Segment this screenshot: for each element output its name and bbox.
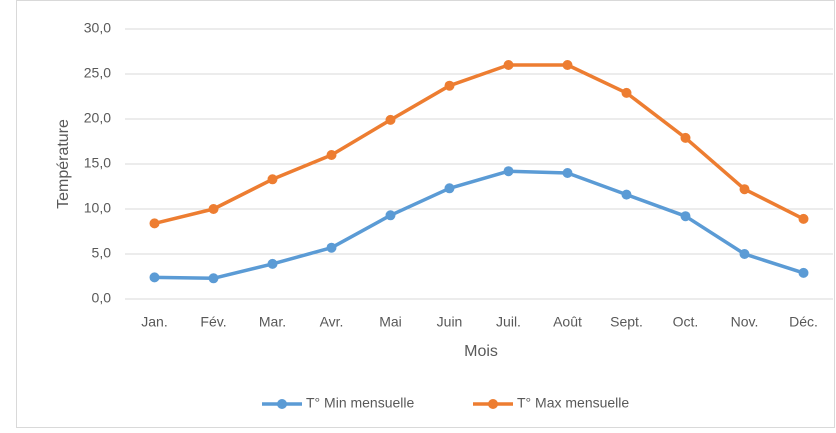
series-line	[154, 169, 805, 281]
y-tick-label: 0,0	[92, 290, 112, 306]
data-point	[621, 87, 632, 98]
x-tick-label: Mar.	[259, 314, 286, 330]
x-tick-label: Oct.	[673, 314, 699, 330]
legend-label: T° Min mensuelle	[306, 395, 415, 411]
data-point	[267, 258, 278, 269]
x-tick-label: Mai	[379, 314, 402, 330]
x-tick-label: Fév.	[200, 314, 226, 330]
data-point	[326, 150, 337, 160]
data-point	[621, 189, 632, 200]
y-tick-label: 15,0	[84, 155, 111, 171]
x-tick-label: Jan.	[141, 314, 167, 330]
y-tick-label: 5,0	[92, 245, 112, 261]
data-point	[385, 210, 396, 221]
data-point	[680, 132, 691, 143]
x-tick-label: Déc.	[789, 314, 818, 330]
data-point	[444, 183, 455, 194]
data-point	[326, 242, 337, 253]
y-axis-title: Température	[55, 119, 72, 209]
data-point	[739, 184, 750, 195]
x-axis-title: Mois	[464, 343, 498, 360]
data-point	[208, 204, 219, 214]
y-tick-label: 10,0	[84, 200, 111, 216]
x-tick-label: Sept.	[610, 314, 643, 330]
y-tick-label: 25,0	[84, 65, 111, 81]
legend-marker	[277, 399, 287, 409]
chart-border	[16, 0, 835, 428]
data-point	[562, 60, 573, 70]
data-point	[149, 218, 160, 229]
data-point	[798, 267, 809, 278]
data-point	[680, 211, 691, 222]
series-line	[154, 63, 805, 226]
data-point	[149, 272, 160, 283]
data-point	[444, 80, 455, 91]
x-tick-label: Juin	[437, 314, 463, 330]
legend-marker	[488, 399, 498, 409]
y-tick-label: 20,0	[84, 110, 111, 126]
x-tick-label: Avr.	[320, 314, 344, 330]
data-point	[739, 249, 750, 259]
data-point	[385, 114, 396, 125]
x-tick-label: Août	[553, 314, 582, 330]
data-point	[208, 273, 219, 284]
x-tick-label: Nov.	[731, 314, 759, 330]
x-tick-label: Juil.	[496, 314, 521, 330]
data-point	[798, 213, 809, 224]
data-point	[503, 60, 514, 70]
data-point	[503, 166, 514, 177]
legend-label: T° Max mensuelle	[517, 395, 629, 411]
data-point	[267, 174, 278, 185]
y-tick-label: 30,0	[84, 20, 111, 36]
data-point	[562, 168, 573, 178]
